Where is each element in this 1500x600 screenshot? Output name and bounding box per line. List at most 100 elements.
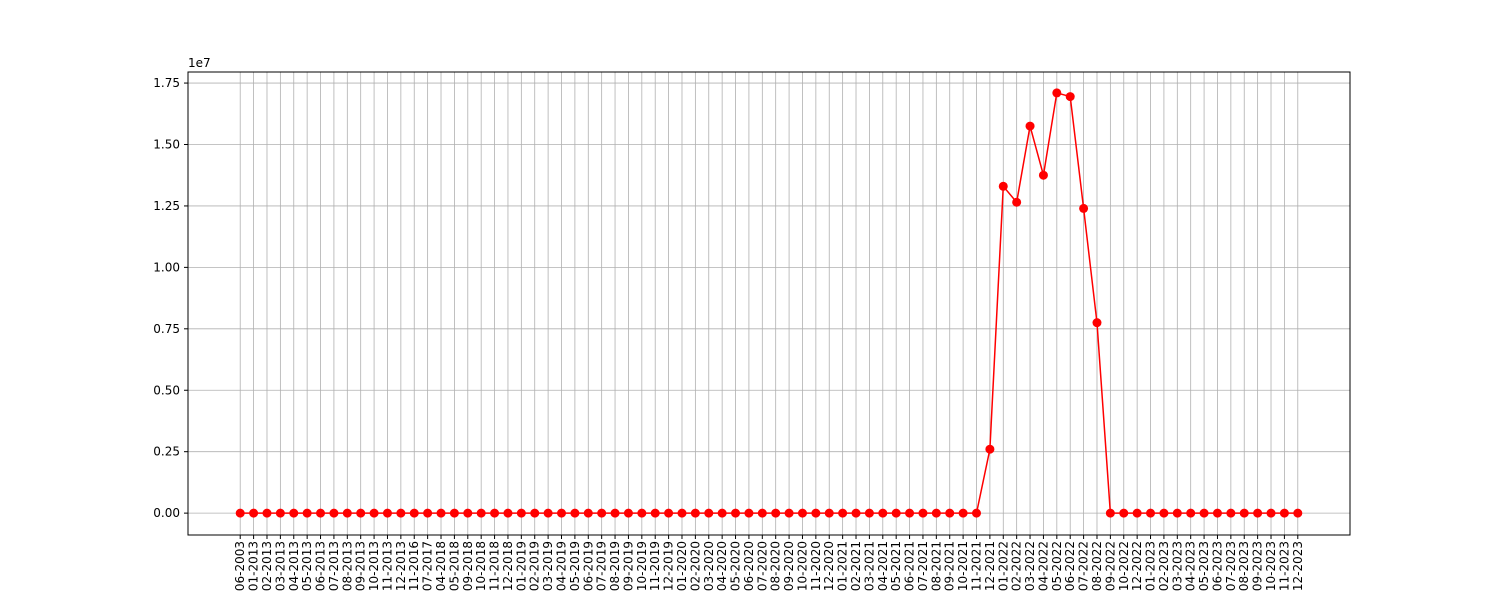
x-tick-label: 07-2017 bbox=[421, 541, 435, 591]
data-point bbox=[382, 508, 392, 518]
data-point bbox=[503, 508, 513, 518]
data-point bbox=[235, 508, 245, 518]
data-point bbox=[744, 508, 754, 518]
data-point bbox=[302, 508, 312, 518]
data-point bbox=[476, 508, 486, 518]
data-point bbox=[249, 508, 259, 518]
y-tick-label: 0.50 bbox=[153, 383, 180, 397]
plot-frame bbox=[187, 71, 1351, 536]
data-point bbox=[945, 508, 955, 518]
x-tick-label: 09-2019 bbox=[621, 541, 635, 591]
x-tick-label: 03-2021 bbox=[862, 541, 876, 591]
data-point bbox=[356, 508, 366, 518]
x-tick-label: 06-2021 bbox=[903, 541, 917, 591]
data-point bbox=[931, 508, 941, 518]
x-tick-label: 09-2020 bbox=[782, 541, 796, 591]
y-tick-label: 0.75 bbox=[153, 322, 180, 336]
data-point bbox=[958, 508, 968, 518]
data-point bbox=[1266, 508, 1276, 518]
x-tick-label: 02-2019 bbox=[528, 541, 542, 591]
data-point bbox=[1172, 508, 1182, 518]
x-tick-label: 11-2020 bbox=[809, 541, 823, 591]
x-tick-label: 06-2013 bbox=[314, 541, 328, 591]
x-tick-label: 04-2018 bbox=[434, 541, 448, 591]
y-tick-label: 0.00 bbox=[153, 506, 180, 520]
x-tick-label: 08-2022 bbox=[1090, 541, 1104, 591]
data-point bbox=[717, 508, 727, 518]
data-point bbox=[423, 508, 433, 518]
y-tick-label: 1.25 bbox=[153, 199, 180, 213]
y-tick-label: 1.50 bbox=[153, 137, 180, 151]
x-tick-label: 10-2020 bbox=[795, 541, 809, 591]
x-tick-label: 05-2020 bbox=[729, 541, 743, 591]
data-point bbox=[637, 508, 647, 518]
data-point bbox=[543, 508, 553, 518]
x-tick-label: 04-2021 bbox=[876, 541, 890, 591]
data-point bbox=[1159, 508, 1169, 518]
data-point bbox=[516, 508, 526, 518]
x-tick-label: 04-2022 bbox=[1036, 541, 1050, 591]
x-tick-label: 04-2020 bbox=[715, 541, 729, 591]
data-point bbox=[704, 508, 714, 518]
y-tick-label: 1.00 bbox=[153, 260, 180, 274]
x-tick-label: 11-2016 bbox=[407, 541, 421, 591]
x-tick-label: 07-2013 bbox=[327, 541, 341, 591]
x-tick-label: 05-2018 bbox=[447, 541, 461, 591]
x-tick-label: 06-2019 bbox=[581, 541, 595, 591]
data-point bbox=[998, 181, 1008, 191]
data-point bbox=[797, 508, 807, 518]
data-point bbox=[864, 508, 874, 518]
data-point bbox=[396, 508, 406, 518]
x-tick-label: 01-2019 bbox=[514, 541, 528, 591]
x-tick-label: 03-2022 bbox=[1023, 541, 1037, 591]
data-point bbox=[878, 508, 888, 518]
x-tick-label: 07-2019 bbox=[595, 541, 609, 591]
x-tick-label: 03-2020 bbox=[702, 541, 716, 591]
data-point bbox=[316, 508, 326, 518]
data-point bbox=[409, 508, 419, 518]
x-tick-label: 10-2023 bbox=[1264, 541, 1278, 591]
data-point bbox=[985, 444, 995, 454]
data-point bbox=[905, 508, 915, 518]
x-tick-label: 03-2023 bbox=[1170, 541, 1184, 591]
x-tick-label: 02-2021 bbox=[849, 541, 863, 591]
data-point bbox=[972, 508, 981, 518]
x-tick-label: 05-2023 bbox=[1197, 541, 1211, 591]
x-tick-label: 08-2021 bbox=[929, 541, 943, 591]
data-point bbox=[449, 508, 459, 518]
data-point bbox=[329, 508, 339, 518]
x-tick-label: 03-2013 bbox=[273, 541, 287, 591]
data-point bbox=[1186, 508, 1196, 518]
data-point bbox=[369, 508, 379, 518]
data-point bbox=[1279, 508, 1289, 518]
data-point bbox=[838, 508, 848, 518]
data-point bbox=[275, 508, 285, 518]
data-point bbox=[1105, 508, 1115, 518]
data-point bbox=[851, 508, 861, 518]
data-point bbox=[557, 508, 566, 518]
x-tick-label: 09-2018 bbox=[461, 541, 475, 591]
x-tick-label: 10-2022 bbox=[1117, 541, 1131, 591]
x-tick-label: 12-2021 bbox=[983, 541, 997, 591]
x-tick-label: 02-2023 bbox=[1157, 541, 1171, 591]
x-tick-label: 12-2019 bbox=[662, 541, 676, 591]
x-tick-label: 11-2023 bbox=[1277, 541, 1291, 591]
x-tick-label: 08-2020 bbox=[769, 541, 783, 591]
data-point bbox=[1132, 508, 1142, 518]
data-point bbox=[784, 508, 794, 518]
data-point bbox=[811, 508, 821, 518]
x-tick-label: 02-2020 bbox=[688, 541, 702, 591]
x-tick-label: 09-2013 bbox=[354, 541, 368, 591]
data-point bbox=[623, 508, 633, 518]
data-point bbox=[1146, 508, 1156, 518]
x-tick-label: 12-2013 bbox=[394, 541, 408, 591]
x-tick-label: 08-2019 bbox=[608, 541, 622, 591]
data-point bbox=[824, 508, 834, 518]
x-tick-label: 06-2003 bbox=[233, 541, 247, 591]
data-point bbox=[1212, 508, 1222, 518]
data-point bbox=[436, 508, 446, 518]
x-tick-label: 08-2023 bbox=[1237, 541, 1251, 591]
data-point bbox=[891, 508, 901, 518]
